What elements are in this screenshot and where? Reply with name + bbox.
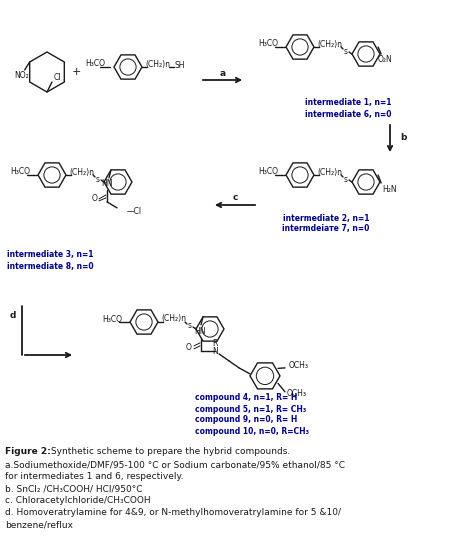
Text: compound 4, n=1, R= H: compound 4, n=1, R= H — [195, 393, 298, 402]
Text: compound 5, n=1, R= CH₃: compound 5, n=1, R= CH₃ — [195, 405, 306, 413]
Text: Synthetic scheme to prepare the hybrid compounds.: Synthetic scheme to prepare the hybrid c… — [48, 447, 290, 456]
Text: HN: HN — [194, 327, 206, 336]
Text: intermediate 6, n=0: intermediate 6, n=0 — [305, 109, 391, 119]
Text: R: R — [213, 339, 218, 349]
Text: d: d — [10, 311, 16, 320]
Text: (CH₂)n: (CH₂)n — [318, 168, 342, 176]
Text: H₃CO: H₃CO — [85, 58, 105, 68]
Text: (CH₂)n: (CH₂)n — [161, 315, 186, 324]
Text: intermediate 1, n=1: intermediate 1, n=1 — [305, 98, 391, 108]
Text: O: O — [186, 344, 192, 352]
Text: compound 10, n=0, R=CH₃: compound 10, n=0, R=CH₃ — [195, 426, 309, 436]
Text: intermediate 8, n=0: intermediate 8, n=0 — [7, 261, 94, 270]
Text: benzene/reflux: benzene/reflux — [5, 520, 73, 529]
Text: s: s — [96, 174, 100, 184]
Text: Figure 2:: Figure 2: — [5, 447, 51, 456]
Text: H₃CO: H₃CO — [258, 39, 278, 48]
Text: s: s — [188, 321, 192, 330]
Text: intermediate 2, n=1: intermediate 2, n=1 — [283, 214, 369, 223]
Text: H₃CO: H₃CO — [258, 168, 278, 176]
Text: s: s — [344, 47, 348, 56]
Text: Cl: Cl — [53, 73, 61, 83]
Text: (CH₂)n: (CH₂)n — [69, 168, 95, 176]
Text: SH: SH — [175, 60, 185, 69]
Text: H₂N: H₂N — [382, 184, 396, 194]
Text: N: N — [212, 347, 218, 356]
Text: s: s — [344, 174, 348, 184]
Text: b: b — [400, 134, 406, 143]
Text: c: c — [232, 193, 238, 201]
Text: a.Sodiumethoxide/DMF/95-100 °C or Sodium carbonate/95% ethanol/85 °C: a.Sodiumethoxide/DMF/95-100 °C or Sodium… — [5, 460, 345, 469]
Text: +: + — [71, 67, 81, 77]
Text: HN: HN — [101, 179, 113, 188]
Text: d. Homoveratrylamine for 4&9, or N-methylhomoveratrylamine for 5 &10/: d. Homoveratrylamine for 4&9, or N-methy… — [5, 508, 341, 517]
Text: OCH₃: OCH₃ — [287, 390, 307, 398]
Text: (CH₂)n: (CH₂)n — [318, 39, 342, 48]
Text: compound 9, n=0, R= H: compound 9, n=0, R= H — [195, 416, 298, 425]
Text: H₃CO: H₃CO — [102, 315, 122, 324]
Text: H₃CO: H₃CO — [10, 168, 30, 176]
Text: b. SnCl₂ /CH₃COOH/ HCl/950°C: b. SnCl₂ /CH₃COOH/ HCl/950°C — [5, 484, 143, 493]
Text: NO₂: NO₂ — [14, 72, 29, 80]
Text: O₂N: O₂N — [378, 56, 393, 64]
Text: c. Chloracetylchloride/CH₃COOH: c. Chloracetylchloride/CH₃COOH — [5, 496, 151, 505]
Text: for intermediates 1 and 6, respectively.: for intermediates 1 and 6, respectively. — [5, 472, 184, 481]
Text: —Cl: —Cl — [127, 208, 142, 216]
Text: OCH₃: OCH₃ — [289, 361, 309, 370]
Text: a: a — [220, 69, 226, 78]
Text: (CH₂)n: (CH₂)n — [145, 59, 170, 68]
Text: intermediate 3, n=1: intermediate 3, n=1 — [7, 250, 94, 260]
Text: O: O — [91, 194, 97, 203]
Text: intermdeiате 7, n=0: intermdeiате 7, n=0 — [282, 225, 370, 234]
